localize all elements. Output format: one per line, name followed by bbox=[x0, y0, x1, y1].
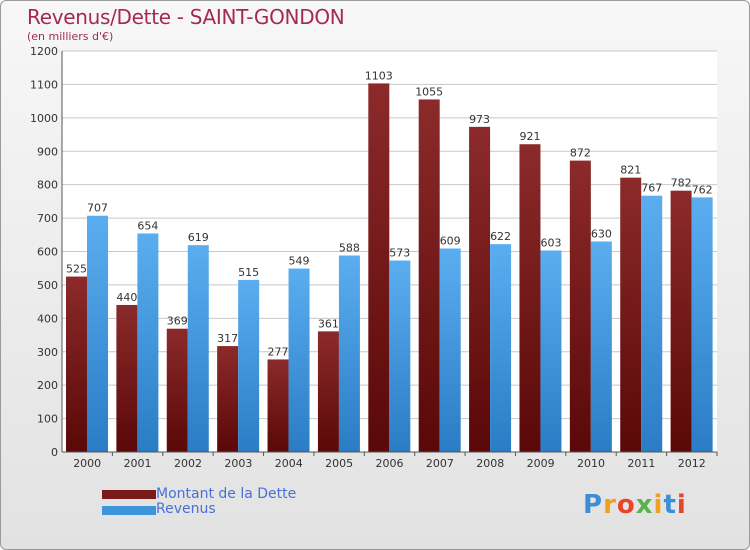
data-label-dette: 921 bbox=[519, 130, 540, 143]
bar-dette bbox=[469, 126, 491, 452]
data-label-dette: 361 bbox=[318, 317, 339, 330]
data-label-revenus: 630 bbox=[591, 227, 612, 240]
x-tick-label: 2005 bbox=[325, 457, 353, 470]
y-tick-label: 200 bbox=[37, 379, 58, 392]
legend-label-revenus: Revenus bbox=[156, 501, 216, 517]
x-tick-label: 2011 bbox=[627, 457, 655, 470]
bar-revenus bbox=[288, 268, 310, 452]
data-label-revenus: 573 bbox=[389, 247, 410, 260]
bar-dette bbox=[569, 160, 591, 452]
bar-dette bbox=[317, 331, 339, 452]
bar-revenus bbox=[238, 279, 260, 452]
bar-dette bbox=[166, 328, 188, 452]
data-label-dette: 277 bbox=[268, 345, 289, 358]
x-tick-label: 2010 bbox=[577, 457, 605, 470]
bar-dette bbox=[116, 304, 138, 452]
data-label-revenus: 619 bbox=[188, 231, 209, 244]
y-tick-label: 300 bbox=[37, 346, 58, 359]
bar-revenus bbox=[540, 250, 562, 452]
data-label-revenus: 603 bbox=[540, 236, 561, 249]
bar-dette bbox=[519, 144, 541, 453]
chart-subtitle: (en milliers d'€) bbox=[27, 30, 114, 43]
bar-dette bbox=[217, 346, 239, 452]
data-label-revenus: 588 bbox=[339, 242, 360, 255]
bar-dette bbox=[418, 99, 440, 453]
y-tick-label: 900 bbox=[37, 145, 58, 158]
logo-letter: r bbox=[603, 490, 617, 520]
x-tick-label: 2002 bbox=[174, 457, 202, 470]
data-label-revenus: 622 bbox=[490, 230, 511, 243]
data-label-dette: 821 bbox=[620, 164, 641, 177]
y-tick-label: 0 bbox=[51, 446, 58, 459]
data-label-dette: 525 bbox=[66, 263, 87, 276]
data-label-dette: 317 bbox=[217, 332, 238, 345]
data-label-revenus: 515 bbox=[238, 266, 259, 279]
y-tick-label: 600 bbox=[37, 246, 58, 259]
bar-revenus bbox=[187, 245, 209, 452]
logo-letter: t bbox=[663, 490, 677, 520]
data-label-revenus: 767 bbox=[641, 182, 662, 195]
y-tick-label: 100 bbox=[37, 413, 58, 426]
data-label-revenus: 762 bbox=[692, 183, 713, 196]
data-label-dette: 782 bbox=[671, 177, 692, 190]
x-tick-label: 2003 bbox=[224, 457, 252, 470]
x-tick-label: 2001 bbox=[124, 457, 152, 470]
x-tick-label: 2004 bbox=[275, 457, 303, 470]
data-label-dette: 440 bbox=[116, 291, 137, 304]
y-tick-label: 700 bbox=[37, 212, 58, 225]
bar-dette bbox=[66, 276, 87, 452]
proxiti-logo: Proxiti bbox=[583, 490, 687, 520]
bar-dette bbox=[368, 83, 390, 452]
x-tick-label: 2009 bbox=[527, 457, 555, 470]
data-label-revenus: 609 bbox=[440, 234, 461, 247]
y-tick-label: 1000 bbox=[30, 112, 58, 125]
bar-dette bbox=[670, 190, 692, 452]
bar-dette bbox=[620, 177, 642, 452]
data-label-revenus: 654 bbox=[137, 219, 158, 232]
y-tick-label: 1100 bbox=[30, 78, 58, 91]
bar-dette bbox=[267, 359, 289, 452]
logo-letter: x bbox=[635, 490, 654, 520]
data-label-dette: 369 bbox=[167, 315, 188, 328]
x-tick-label: 2012 bbox=[678, 457, 706, 470]
data-label-revenus: 707 bbox=[87, 202, 108, 215]
legend-label-dette: Montant de la Dette bbox=[156, 486, 297, 502]
logo-letter: i bbox=[653, 490, 664, 520]
data-label-dette: 1055 bbox=[415, 85, 443, 98]
x-tick-label: 2006 bbox=[376, 457, 404, 470]
bar-revenus bbox=[691, 197, 713, 452]
bar-revenus bbox=[389, 260, 411, 452]
logo-letter: i bbox=[676, 490, 687, 520]
x-tick-label: 2007 bbox=[426, 457, 454, 470]
y-tick-label: 500 bbox=[37, 279, 58, 292]
data-label-dette: 872 bbox=[570, 147, 591, 160]
bar-revenus bbox=[590, 241, 612, 452]
bar-revenus bbox=[87, 215, 108, 452]
bar-revenus bbox=[439, 248, 461, 452]
bar-revenus bbox=[490, 244, 512, 452]
bar-revenus bbox=[338, 255, 360, 452]
legend-swatch-revenus bbox=[102, 506, 156, 515]
y-tick-label: 800 bbox=[37, 179, 58, 192]
bar-revenus bbox=[137, 233, 159, 452]
data-label-dette: 973 bbox=[469, 113, 490, 126]
data-label-dette: 1103 bbox=[365, 69, 393, 82]
x-tick-label: 2000 bbox=[73, 457, 101, 470]
logo-letter: o bbox=[616, 490, 636, 520]
chart-title: Revenus/Dette - SAINT-GONDON bbox=[27, 5, 345, 29]
y-tick-label: 400 bbox=[37, 312, 58, 325]
logo-letter: P bbox=[583, 490, 604, 520]
data-label-revenus: 549 bbox=[289, 255, 310, 268]
x-tick-label: 2008 bbox=[476, 457, 504, 470]
y-tick-label: 1200 bbox=[30, 45, 58, 58]
legend-swatch-dette bbox=[102, 490, 156, 499]
bar-revenus bbox=[641, 195, 663, 453]
